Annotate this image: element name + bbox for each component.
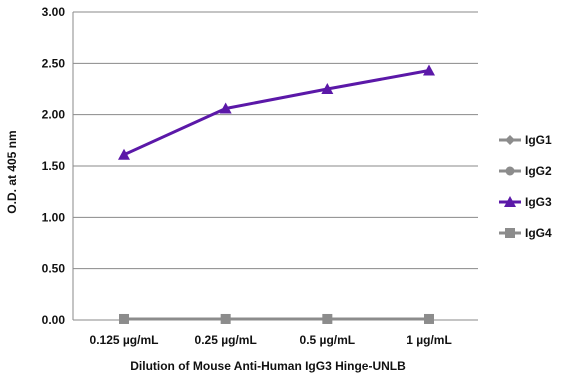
series-igg3 [118,64,435,160]
series-line [123,69,430,157]
y-axis-title: O.D. at 405 nm [5,130,19,213]
y-tick-label: 3.00 [42,5,66,19]
data-point [219,102,232,114]
legend-label: IgG4 [525,226,552,240]
x-tick-label: 0.25 µg/mL [195,333,257,347]
y-tick-labels: 0.00 0.50 1.00 1.50 2.00 2.50 3.00 [42,5,66,327]
legend-label: IgG3 [525,195,552,209]
series [118,64,435,324]
data-point [423,64,435,76]
y-tick-label: 1.50 [42,159,66,173]
y-tick-label: 2.50 [42,56,66,70]
y-tick-label: 2.00 [42,108,66,122]
data-point [119,313,129,324]
legend-item-igg1: IgG1 [499,133,552,147]
data-point [321,83,334,94]
x-tick-label: 0.5 µg/mL [300,333,356,347]
legend-item-igg2: IgG2 [499,164,552,178]
gridlines [73,11,478,270]
legend-item-igg4: IgG4 [499,226,552,240]
data-point [118,148,130,160]
legend-marker [504,196,516,207]
legend-marker [505,228,515,238]
y-tick-label: 1.00 [42,210,66,224]
series-igg4 [119,313,434,324]
legend-label: IgG2 [525,164,552,178]
legend-marker [505,166,515,176]
y-tick-label: 0.00 [42,313,66,327]
y-tick-label: 0.50 [42,262,66,276]
data-point [220,313,231,324]
legend-marker [505,135,515,145]
x-axis-title: Dilution of Mouse Anti-Human IgG3 Hinge-… [130,359,406,373]
legend-label: IgG1 [525,133,552,147]
data-point [424,313,434,324]
legend: IgG1 IgG2 IgG3 IgG4 [499,133,552,240]
data-point [322,313,333,324]
x-tick-label: 0.125 µg/mL [90,333,159,347]
x-tick-label: 1 µg/mL [406,333,452,347]
x-tick-labels: 0.125 µg/mL 0.25 µg/mL 0.5 µg/mL 1 µg/mL [90,333,452,347]
legend-item-igg3: IgG3 [499,195,552,209]
